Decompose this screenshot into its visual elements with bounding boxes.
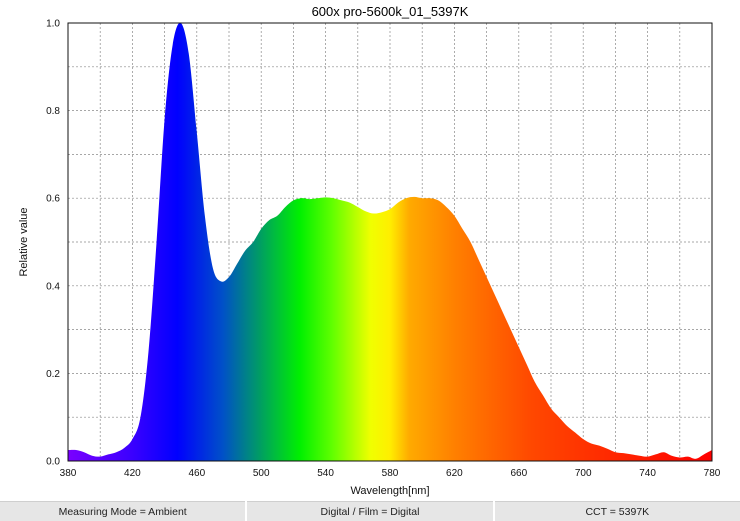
chart-title: 600x pro-5600k_01_5397K (312, 4, 469, 19)
x-tick-label: 660 (510, 468, 527, 479)
spectrum-area (68, 22, 712, 461)
y-tick-label: 0.6 (46, 194, 60, 205)
y-tick-label: 0.8 (46, 106, 60, 117)
plot-frame (67, 22, 713, 462)
x-axis-ticks: 380 420 460 500 540 580 620 660 700 740 780 (60, 468, 721, 479)
status-bar: Measuring Mode = Ambient Digital / Film … (0, 501, 740, 521)
x-tick-label: 700 (575, 468, 592, 479)
y-tick-label: 0.0 (46, 457, 60, 468)
x-tick-label: 540 (317, 468, 334, 479)
x-tick-label: 780 (704, 468, 721, 479)
y-axis-ticks: 0.0 0.2 0.4 0.6 0.8 1.0 (46, 19, 60, 468)
x-tick-label: 420 (124, 468, 141, 479)
spectrum-chart: 600x pro-5600k_01_5397K 380 420 460 500 540 5… (18, 4, 721, 497)
cct-status: CCT = 5397K (494, 501, 740, 521)
y-tick-label: 0.2 (46, 369, 60, 380)
measuring-mode-status: Measuring Mode = Ambient (0, 501, 246, 521)
y-tick-label: 0.4 (46, 281, 60, 292)
x-tick-label: 460 (188, 468, 205, 479)
digital-film-status: Digital / Film = Digital (247, 501, 493, 521)
x-tick-label: 380 (60, 468, 77, 479)
x-tick-label: 580 (382, 468, 399, 479)
x-tick-label: 740 (639, 468, 656, 479)
x-tick-label: 500 (253, 468, 270, 479)
y-tick-label: 1.0 (46, 19, 60, 30)
y-axis-label: Relative value (18, 207, 30, 276)
x-tick-label: 620 (446, 468, 463, 479)
x-axis-label: Wavelength[nm] (350, 485, 429, 497)
